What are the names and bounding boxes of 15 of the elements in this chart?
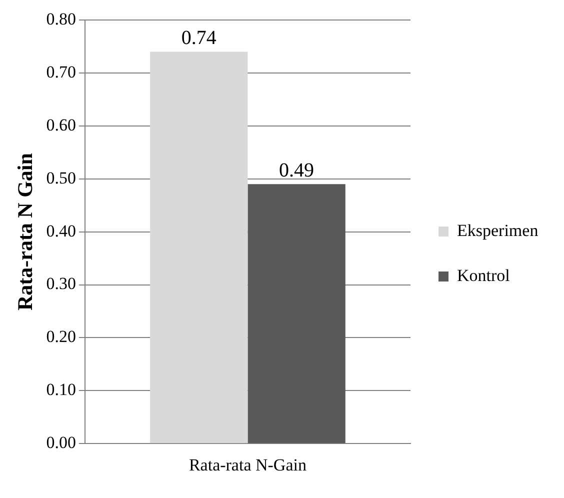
y-tick-label: 0.40 xyxy=(46,221,76,240)
y-tick-label: 0.20 xyxy=(46,327,76,346)
legend-label: Kontrol xyxy=(457,266,510,285)
y-tick-label: 0.10 xyxy=(46,380,76,400)
legend-label: Eksperimen xyxy=(457,220,539,240)
y-tick-label: 0.00 xyxy=(46,433,76,452)
y-tick-label: 0.80 xyxy=(46,9,76,28)
y-tick-label: 0.30 xyxy=(46,274,76,294)
y-tick-label: 0.50 xyxy=(46,168,76,188)
x-tick-label: Rata-rata N-Gain xyxy=(188,455,307,474)
y-tick-label: 0.60 xyxy=(46,115,76,134)
data-label: 0.74 xyxy=(181,27,216,50)
y-axis-title: Rata-rata N Gain xyxy=(13,152,38,311)
y-tick-label: 0.70 xyxy=(46,62,76,82)
data-label: 0.49 xyxy=(279,159,314,182)
